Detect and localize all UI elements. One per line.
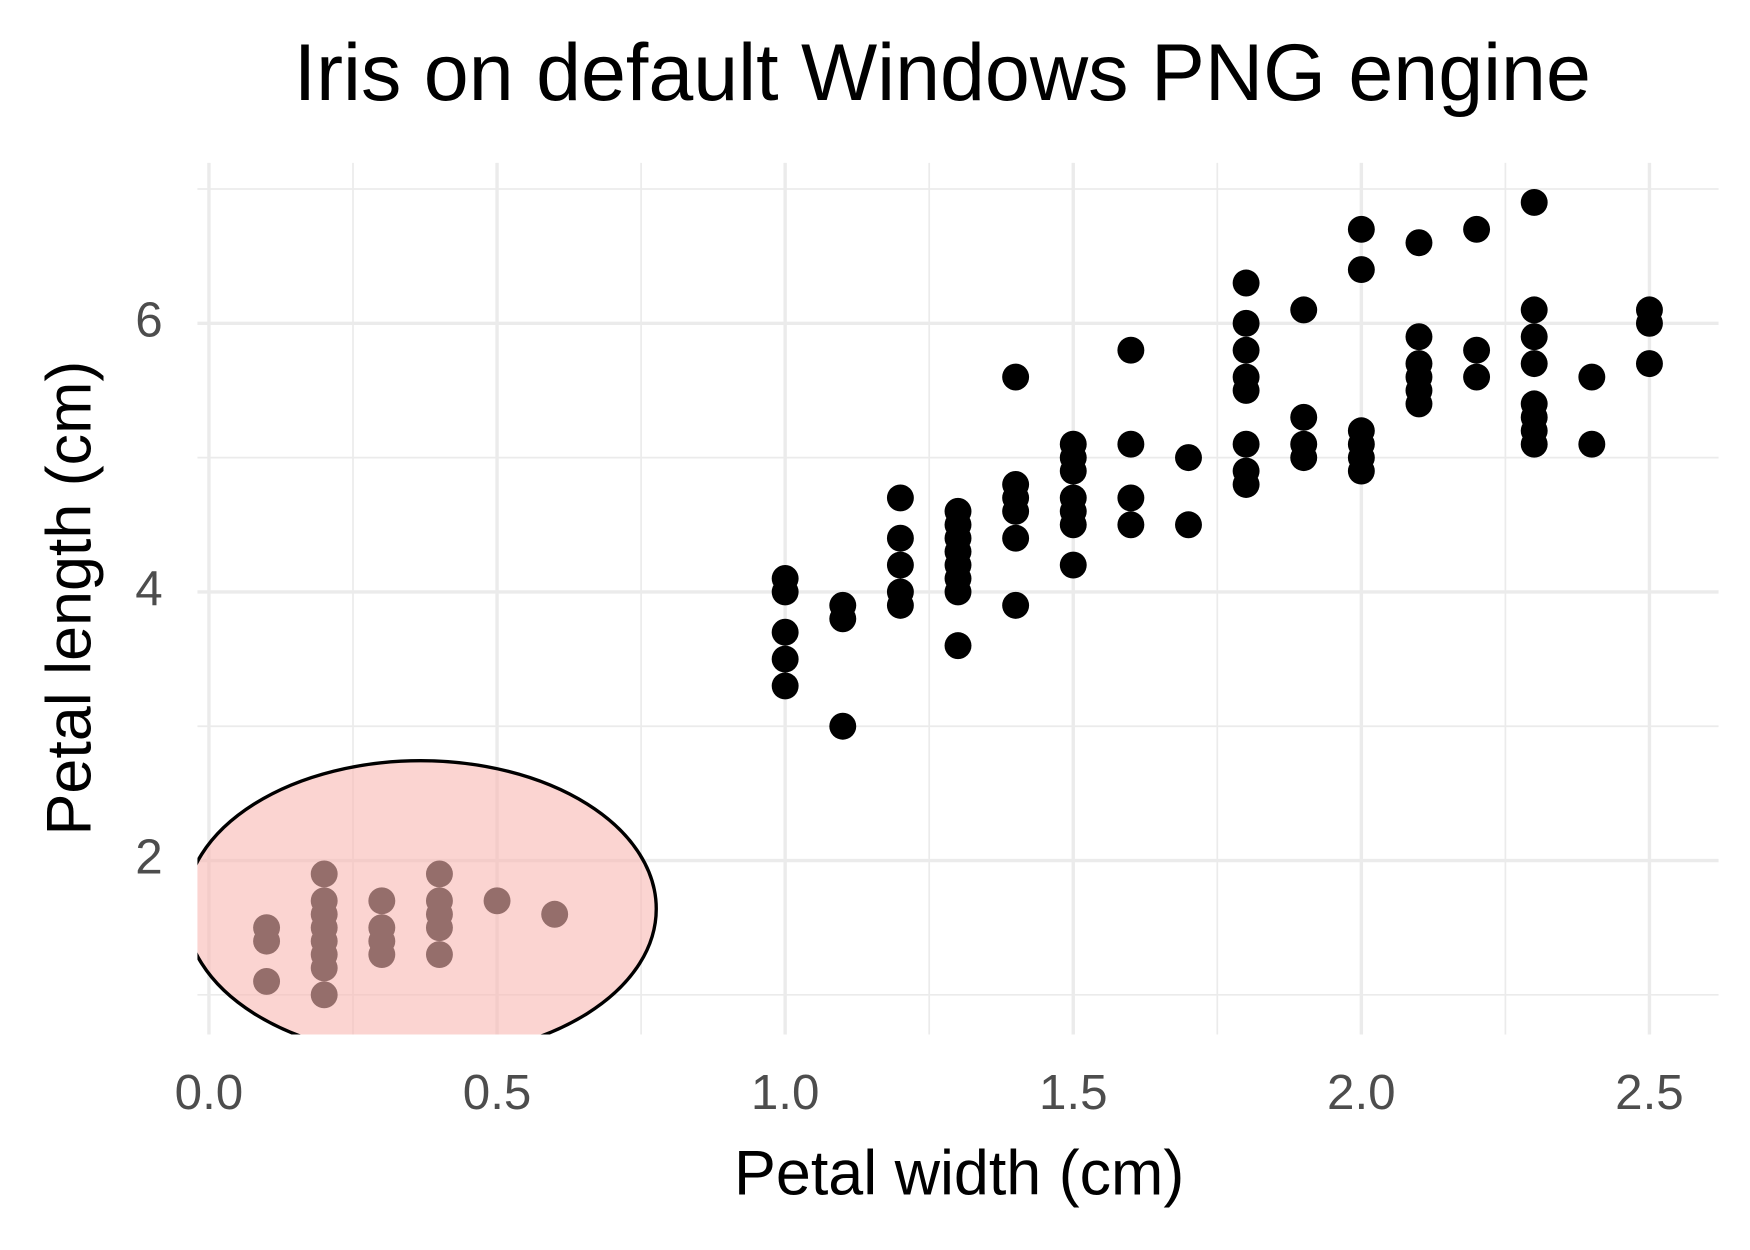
point [1520, 296, 1548, 324]
point [1232, 363, 1260, 391]
x-tick-label: 2.0 [1327, 1065, 1396, 1120]
point [1002, 524, 1030, 552]
point [829, 591, 857, 619]
point [1117, 336, 1145, 364]
point [1059, 551, 1087, 579]
point [771, 618, 799, 646]
point [1232, 309, 1260, 337]
point [1232, 430, 1260, 458]
x-axis-title: Petal width (cm) [734, 1139, 1184, 1209]
point [1232, 269, 1260, 297]
point [1405, 350, 1433, 378]
point [886, 524, 914, 552]
point [886, 484, 914, 512]
point [1578, 363, 1606, 391]
point [1232, 457, 1260, 485]
chart-title: Iris on default Windows PNG engine [294, 28, 1591, 118]
point [829, 712, 857, 740]
x-tick-label: 1.5 [1039, 1065, 1108, 1120]
point [1520, 323, 1548, 351]
point [1635, 296, 1663, 324]
point [1232, 336, 1260, 364]
highlight-ellipse [197, 759, 658, 1035]
point [1117, 484, 1145, 512]
x-tick-label: 2.5 [1615, 1065, 1684, 1120]
point [1405, 323, 1433, 351]
point [1347, 256, 1375, 284]
point [771, 672, 799, 700]
point [1290, 403, 1318, 431]
point [1059, 484, 1087, 512]
point [886, 578, 914, 606]
point [1578, 430, 1606, 458]
point [1520, 350, 1548, 378]
point [1117, 430, 1145, 458]
point [1002, 471, 1030, 498]
x-tick-label: 1.0 [751, 1065, 820, 1120]
point [944, 632, 972, 660]
point [1520, 390, 1548, 418]
y-tick-label: 2 [135, 830, 162, 885]
y-tick-label: 4 [135, 561, 162, 616]
point [1405, 229, 1433, 257]
point [1463, 363, 1491, 391]
point [1520, 188, 1548, 216]
point [1002, 591, 1030, 619]
x-tick-label: 0.5 [463, 1065, 532, 1120]
point [944, 497, 972, 525]
point [1290, 296, 1318, 324]
point [1347, 417, 1375, 445]
point [1290, 430, 1318, 458]
point [1175, 511, 1202, 539]
point [1117, 511, 1145, 539]
point [771, 645, 799, 673]
point [771, 565, 799, 592]
x-tick-label: 0.0 [175, 1065, 244, 1120]
point [1463, 336, 1491, 364]
point [1175, 444, 1202, 472]
point [1002, 363, 1030, 391]
point [1347, 215, 1375, 243]
point [1463, 215, 1491, 243]
y-axis-title: Petal length (cm) [35, 361, 105, 836]
point [1635, 350, 1663, 378]
point [886, 551, 914, 579]
point [1059, 430, 1087, 458]
y-tick-label: 6 [135, 292, 162, 347]
